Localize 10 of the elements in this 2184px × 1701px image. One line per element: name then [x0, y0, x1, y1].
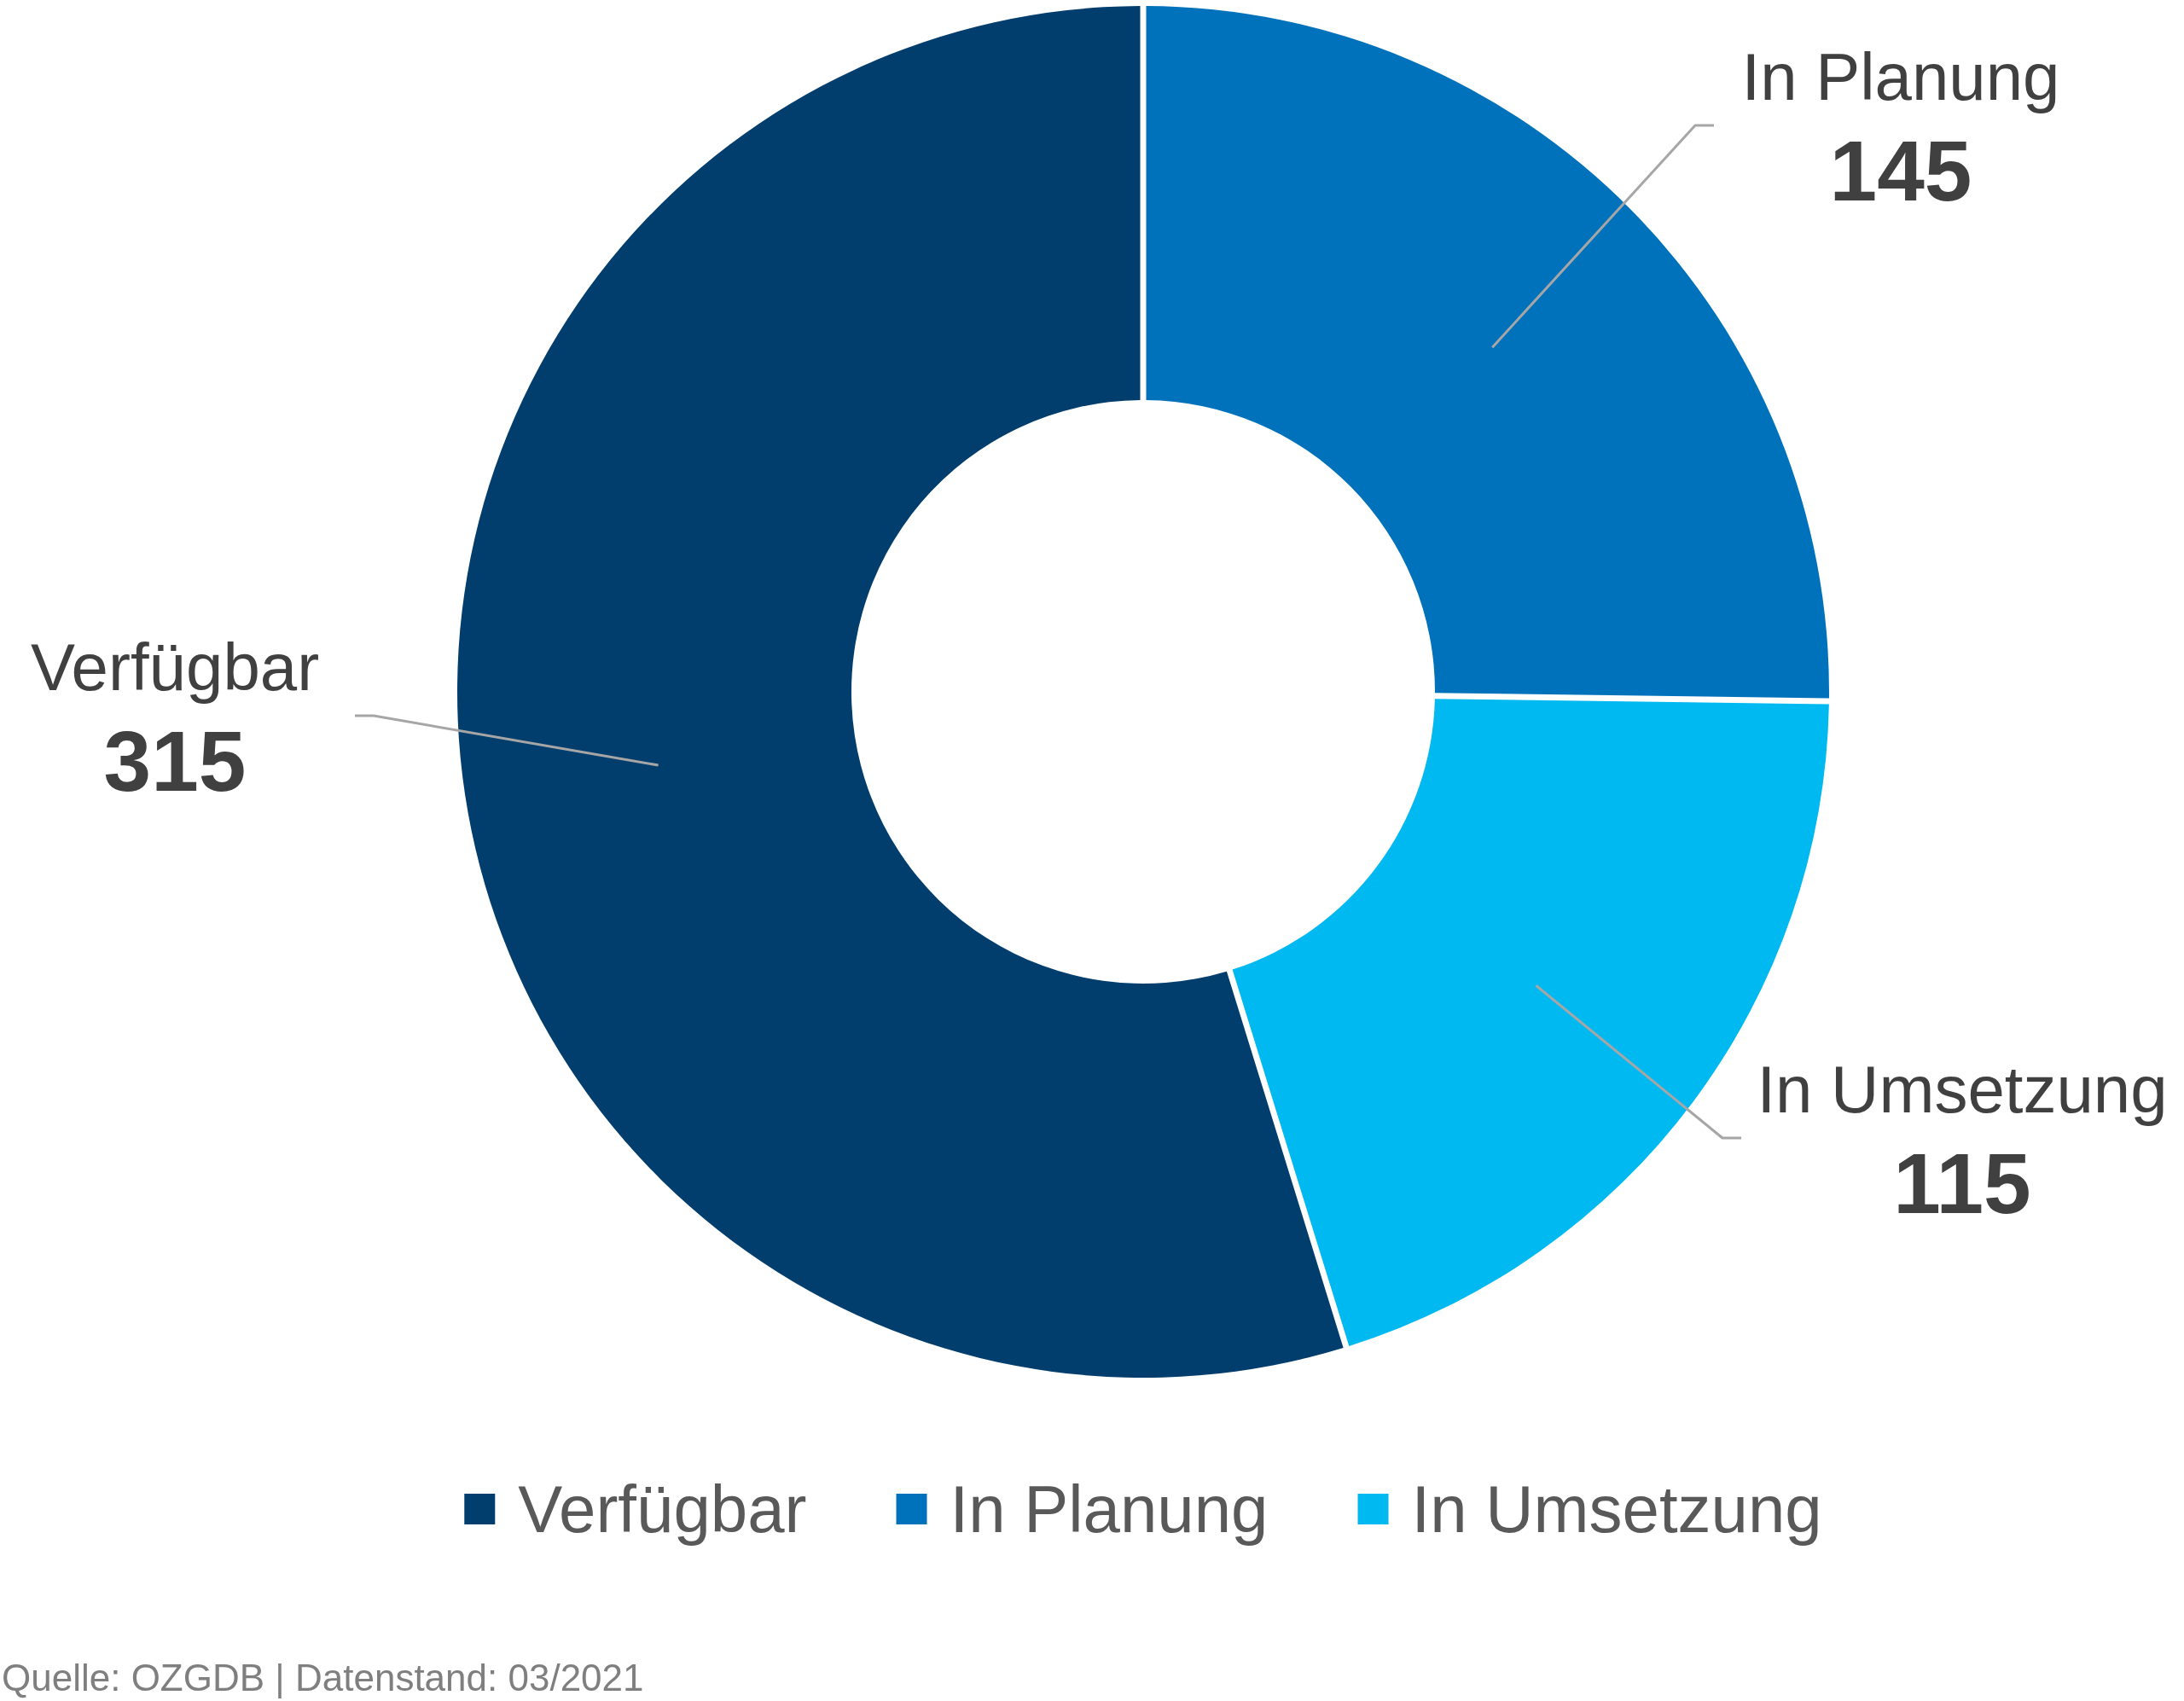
slice-label: In Umsetzung: [1757, 1052, 2168, 1127]
slice-label: Verfügbar: [30, 630, 320, 705]
legend-label: In Umsetzung: [1411, 1472, 1822, 1547]
slice-label: In Planung: [1741, 39, 2060, 114]
legend-label: In Planung: [950, 1472, 1269, 1547]
data-label: 315: [103, 713, 247, 809]
source-note: Quelle: OZGDB | Datenstand: 03/2021: [2, 1657, 644, 1698]
data-label: 115: [1893, 1135, 2031, 1231]
legend-label: Verfügbar: [518, 1472, 807, 1547]
data-label: 145: [1829, 123, 1972, 218]
